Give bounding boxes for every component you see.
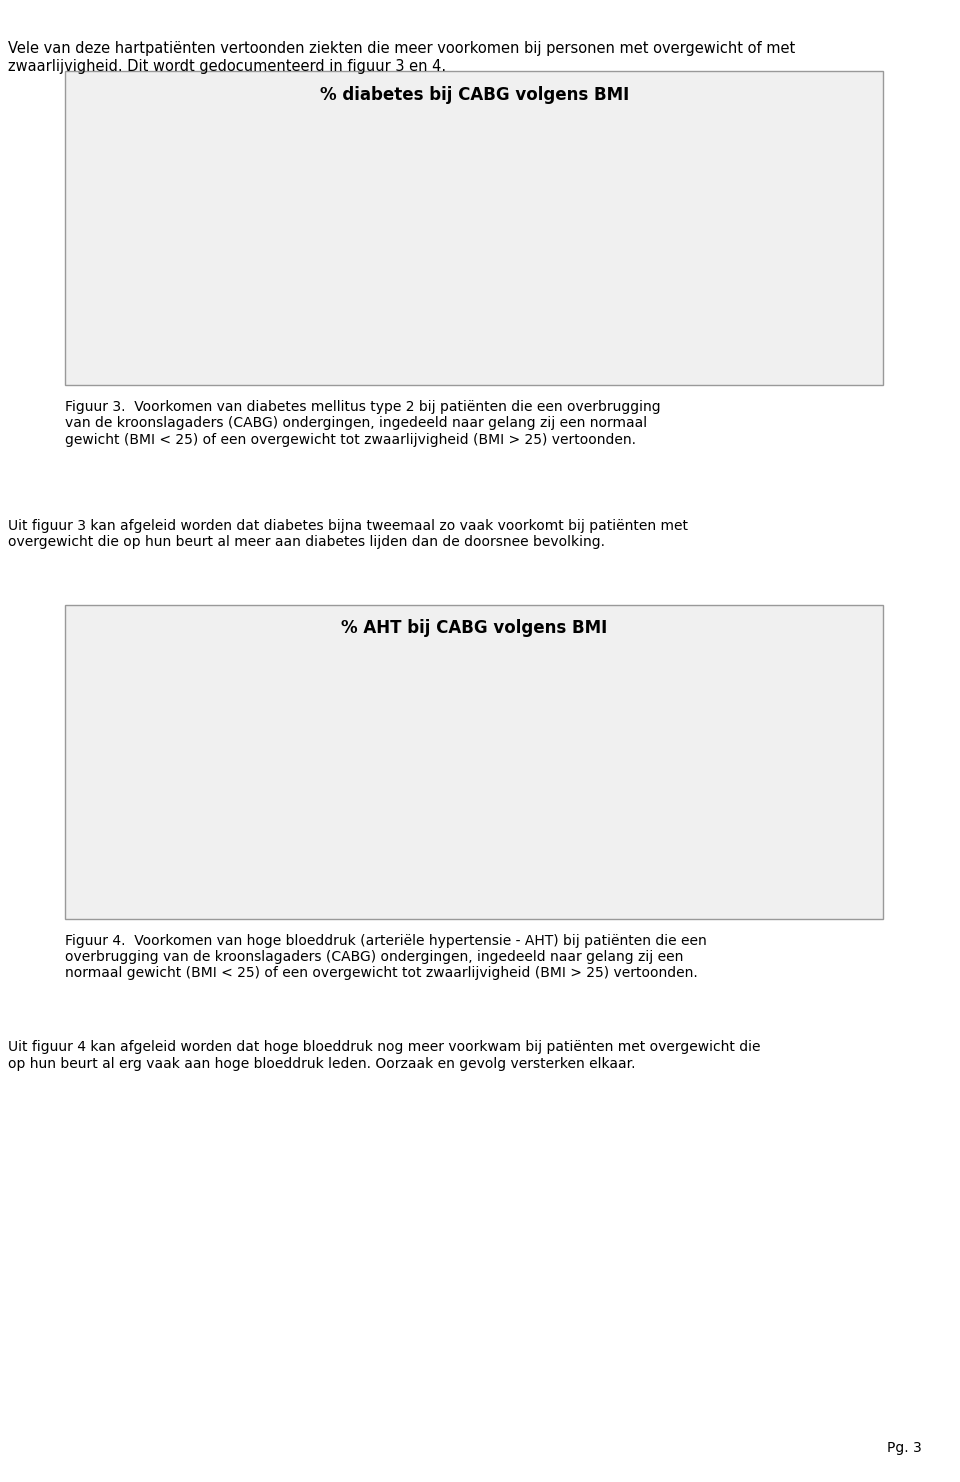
Bar [305, 301, 414, 319]
Bar [544, 695, 653, 852]
Legend: Neen, Ja: Neen, Ja [730, 129, 800, 173]
Bar [544, 154, 653, 319]
Bar [668, 729, 777, 852]
Bar [305, 745, 414, 852]
X-axis label: BMI: BMI [463, 879, 495, 894]
Text: Vele van deze hartpatiënten vertoonden ziekten die meer voorkomen bij personen m: Vele van deze hartpatiënten vertoonden z… [8, 41, 795, 74]
Bar [181, 679, 290, 852]
Legend: Neen, Ja: Neen, Ja [730, 662, 800, 707]
Text: Figuur 4.  Voorkomen van hoge bloeddruk (arteriële hypertensie - AHT) bij patiën: Figuur 4. Voorkomen van hoge bloeddruk (… [65, 934, 707, 980]
Bar [181, 141, 290, 319]
Text: Pg. 3: Pg. 3 [887, 1442, 922, 1455]
Bar [668, 288, 777, 319]
Text: Uit figuur 3 kan afgeleid worden dat diabetes bijna tweemaal zo vaak voorkomt bi: Uit figuur 3 kan afgeleid worden dat dia… [8, 519, 687, 548]
Text: Figuur 3.  Voorkomen van diabetes mellitus type 2 bij patiënten die een overbrug: Figuur 3. Voorkomen van diabetes mellitu… [65, 400, 660, 446]
Text: Uit figuur 4 kan afgeleid worden dat hoge bloeddruk nog meer voorkwam bij patiën: Uit figuur 4 kan afgeleid worden dat hog… [8, 1040, 760, 1070]
X-axis label: BMI: BMI [463, 345, 495, 360]
Y-axis label: % van de patiënten: % van de patiënten [101, 145, 115, 296]
Text: % AHT bij CABG volgens BMI: % AHT bij CABG volgens BMI [341, 619, 608, 637]
Text: % diabetes bij CABG volgens BMI: % diabetes bij CABG volgens BMI [320, 86, 629, 104]
Y-axis label: % van de patiënten: % van de patiënten [109, 679, 124, 830]
